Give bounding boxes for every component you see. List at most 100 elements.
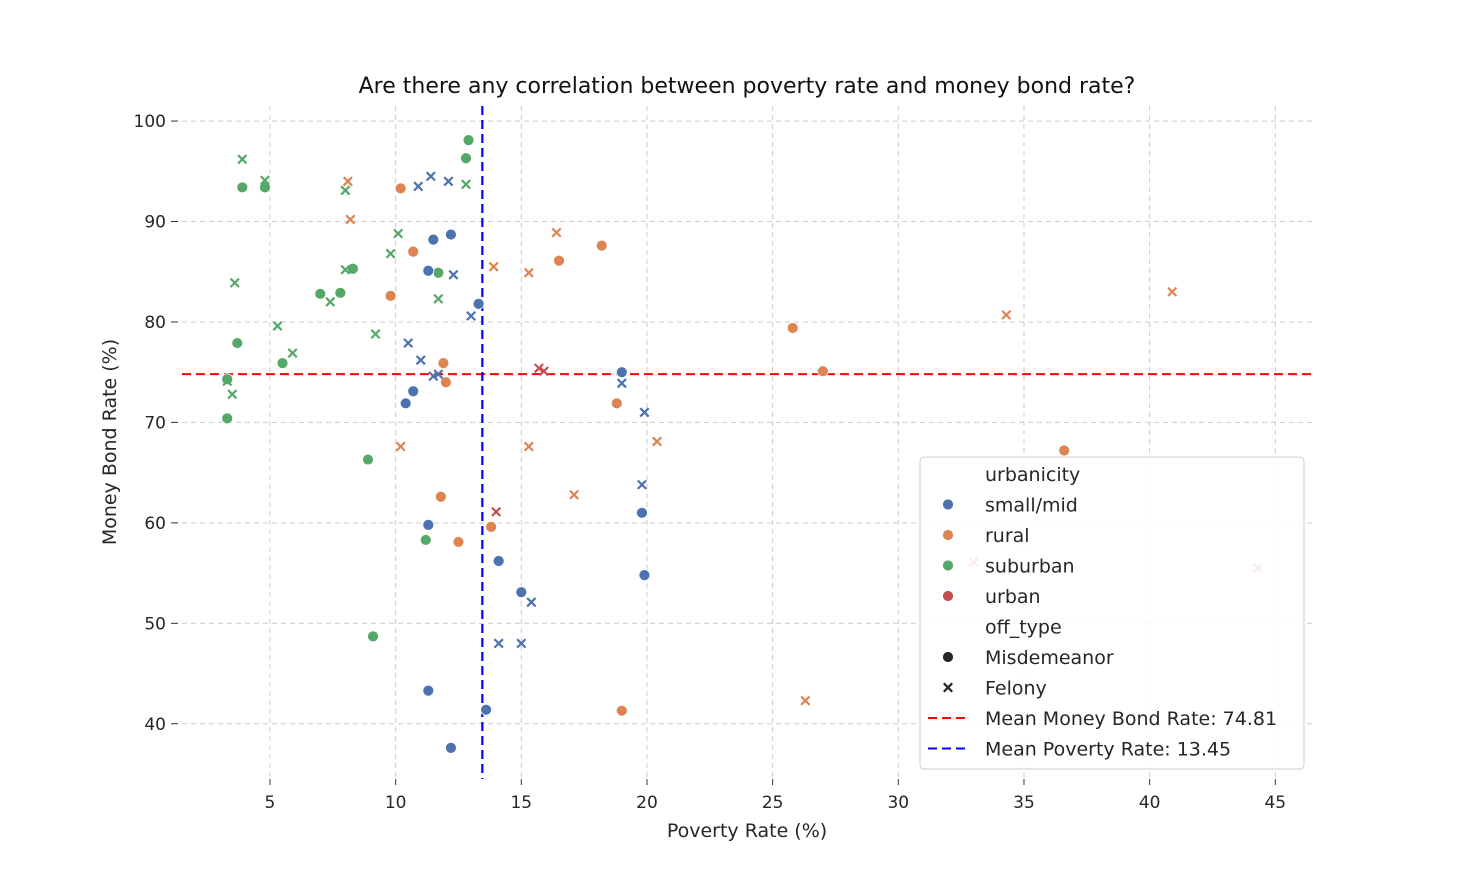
data-point <box>425 171 436 182</box>
legend-style-label: Misdemeanor <box>985 647 1114 669</box>
data-point <box>314 287 327 300</box>
data-point <box>488 261 499 272</box>
data-point <box>610 397 623 410</box>
data-point <box>461 179 471 190</box>
y-tick-label: 90 <box>144 213 166 233</box>
y-tick-label: 100 <box>134 112 166 132</box>
data-point <box>222 376 233 387</box>
data-point <box>325 296 336 307</box>
x-tick-label: 30 <box>887 793 909 813</box>
data-point <box>415 355 426 366</box>
data-point <box>1001 309 1012 320</box>
x-tick-label: 25 <box>762 793 784 813</box>
data-point <box>272 321 283 331</box>
data-point <box>480 703 493 716</box>
data-point <box>407 245 420 258</box>
data-point <box>523 267 534 278</box>
x-tick-label: 20 <box>636 793 658 813</box>
x-tick-label: 45 <box>1264 793 1286 813</box>
data-point <box>340 185 351 196</box>
legend-hue-marker <box>942 559 954 572</box>
legend-hue-label: suburban <box>985 556 1075 578</box>
data-point <box>526 597 537 608</box>
data-point <box>639 407 650 418</box>
data-point <box>448 269 459 280</box>
data-point <box>817 365 829 378</box>
y-tick-label: 40 <box>144 715 166 735</box>
legend-style-label: Felony <box>985 678 1047 700</box>
x-tick-label: 5 <box>265 793 276 813</box>
data-point <box>551 227 562 238</box>
data-point <box>638 569 651 581</box>
legend-hue-marker <box>942 590 954 602</box>
data-point <box>422 684 435 697</box>
y-tick-label: 70 <box>144 413 166 433</box>
data-point <box>533 363 544 374</box>
data-point <box>515 586 528 599</box>
data-point <box>422 518 435 531</box>
legend-hue-marker <box>942 498 954 511</box>
data-point <box>1167 286 1178 297</box>
data-point <box>800 695 811 706</box>
data-point <box>407 385 420 398</box>
data-point <box>652 436 662 447</box>
data-point <box>437 357 450 370</box>
data-point <box>395 441 406 452</box>
legend-hue-label: rural <box>985 525 1030 547</box>
data-point <box>432 266 445 279</box>
data-point <box>443 176 454 187</box>
chart-title: Are there any correlation between povert… <box>359 74 1136 99</box>
data-point <box>1058 444 1071 457</box>
legend-style-marker <box>943 682 953 693</box>
y-axis-label: Money Bond Rate (%) <box>99 339 121 545</box>
data-point <box>221 412 234 425</box>
legend-line-label: Mean Poverty Rate: 13.45 <box>985 739 1231 761</box>
data-point <box>445 741 457 754</box>
data-point <box>569 489 580 500</box>
data-point <box>367 630 379 643</box>
data-point <box>427 233 440 246</box>
data-point <box>403 338 414 349</box>
x-tick-label: 35 <box>1013 793 1035 813</box>
y-axis-ticks: 40 50 60 70 80 90 100 <box>134 112 178 735</box>
data-point <box>492 555 505 567</box>
x-tick-label: 40 <box>1139 793 1161 813</box>
data-point <box>615 704 628 717</box>
legend-line-label: Mean Money Bond Rate: 74.81 <box>985 708 1277 730</box>
data-point <box>342 176 353 187</box>
data-point <box>287 348 298 359</box>
data-point <box>786 322 799 334</box>
data-point <box>636 506 648 519</box>
y-tick-label: 80 <box>144 313 166 333</box>
data-points <box>221 134 1263 754</box>
data-point <box>385 248 396 259</box>
data-point <box>231 337 244 349</box>
legend-items: urbanicity small/mid rural suburban urban off… <box>928 464 1277 761</box>
x-axis-label: Poverty Rate (%) <box>667 820 827 842</box>
legend-hue-label: urban <box>985 586 1041 608</box>
legend-frame <box>919 456 1305 770</box>
data-point <box>362 453 374 466</box>
data-point <box>334 286 347 299</box>
data-point <box>221 373 234 386</box>
legend-hue-label: small/mid <box>985 495 1078 517</box>
data-point <box>462 134 475 147</box>
data-point <box>452 536 465 548</box>
data-point <box>523 441 534 452</box>
x-tick-label: 15 <box>510 793 532 813</box>
legend-style-marker <box>942 651 954 663</box>
data-point <box>493 638 504 649</box>
data-point <box>616 378 627 389</box>
data-point <box>399 397 412 410</box>
x-axis-ticks: 5 10 15 20 25 30 35 40 45 <box>265 779 1286 813</box>
data-point <box>433 369 444 380</box>
x-tick-label: 10 <box>385 793 407 813</box>
data-point <box>345 214 356 225</box>
data-point <box>485 520 498 533</box>
data-point <box>472 297 485 310</box>
data-point <box>236 181 249 194</box>
data-point <box>460 152 472 165</box>
data-point <box>433 293 444 304</box>
data-point <box>636 479 647 490</box>
